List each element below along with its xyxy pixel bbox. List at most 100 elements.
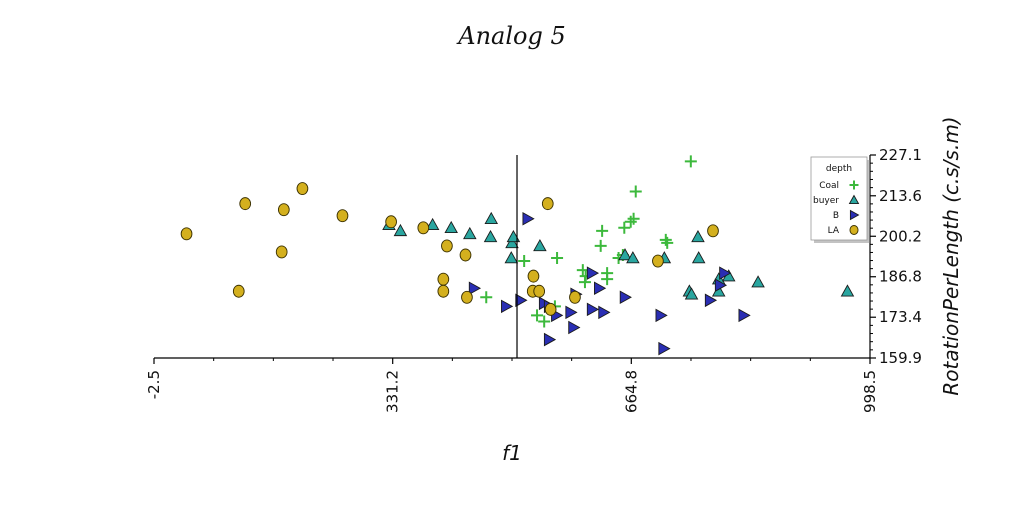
data-point-b bbox=[738, 308, 751, 323]
data-point-coal bbox=[518, 255, 531, 268]
data-point-buyer bbox=[751, 275, 765, 288]
x-tick-label: 331.2 bbox=[384, 370, 402, 413]
data-point-b bbox=[565, 305, 578, 320]
data-point-la bbox=[336, 209, 349, 223]
y-axis-ticks: 159.9 173.4 186.8 200.2 213.6 227.1 bbox=[870, 146, 922, 367]
legend-marker-buyer bbox=[848, 194, 860, 205]
data-point-b bbox=[515, 293, 528, 308]
legend-marker-b bbox=[849, 209, 860, 221]
data-point-b bbox=[714, 278, 728, 292]
data-point-buyer bbox=[444, 220, 458, 234]
data-point-la bbox=[180, 227, 193, 241]
data-point-la bbox=[232, 284, 245, 298]
x-tick-label: 998.5 bbox=[861, 370, 879, 413]
plot-area bbox=[180, 155, 855, 356]
legend-label-b: B bbox=[833, 211, 839, 221]
data-point-la bbox=[441, 239, 453, 253]
data-point-coal bbox=[596, 224, 609, 237]
data-point-buyer bbox=[618, 248, 632, 261]
x-axis-ticks: -2.5 331.2 664.8 998.5 bbox=[145, 358, 879, 413]
data-point-coal bbox=[480, 291, 493, 304]
data-point-b bbox=[719, 266, 732, 280]
data-point-coal bbox=[624, 215, 637, 228]
data-point-b bbox=[543, 332, 557, 347]
legend-label-buyer: buyer bbox=[813, 196, 839, 206]
data-point-buyer bbox=[533, 239, 547, 252]
data-point-buyer bbox=[483, 229, 498, 243]
data-point-la bbox=[417, 221, 430, 235]
data-point-buyer bbox=[691, 229, 705, 243]
data-point-coal bbox=[618, 221, 631, 234]
data-point-la bbox=[527, 269, 540, 283]
y-tick-label: 227.1 bbox=[879, 146, 922, 164]
data-point-la bbox=[533, 284, 546, 298]
legend-items: Coal buyer B LA bbox=[813, 180, 860, 236]
data-point-b bbox=[501, 299, 514, 314]
legend-title: depth bbox=[826, 164, 852, 174]
data-point-b bbox=[522, 211, 535, 226]
data-point-b bbox=[594, 281, 607, 295]
data-point-la bbox=[652, 254, 664, 268]
data-point-buyer bbox=[425, 217, 440, 231]
data-point-buyer bbox=[505, 235, 519, 249]
data-point-la bbox=[459, 248, 472, 262]
data-point-coal bbox=[601, 273, 614, 286]
y-tick-label: 213.6 bbox=[879, 187, 922, 205]
data-point-b bbox=[658, 341, 671, 356]
data-point-b bbox=[655, 308, 668, 323]
data-point-coal bbox=[538, 315, 551, 328]
data-point-b bbox=[598, 305, 611, 320]
data-point-b bbox=[619, 290, 632, 305]
legend-label-coal: Coal bbox=[819, 181, 839, 191]
data-point-la bbox=[296, 182, 309, 195]
legend: depth Coal buyer B LA bbox=[810, 156, 870, 243]
data-point-la bbox=[277, 203, 290, 217]
data-point-la bbox=[541, 197, 554, 211]
data-point-b bbox=[468, 281, 482, 295]
data-point-la bbox=[569, 290, 581, 304]
chart-title: Analog 5 bbox=[456, 22, 565, 50]
data-point-coal bbox=[684, 155, 697, 168]
data-point-buyer bbox=[463, 226, 477, 240]
data-point-coal bbox=[629, 185, 642, 198]
data-point-buyer bbox=[684, 287, 699, 300]
data-point-buyer bbox=[504, 251, 519, 264]
data-point-buyer bbox=[484, 211, 499, 224]
y-tick-label: 173.4 bbox=[879, 308, 922, 326]
data-point-la bbox=[385, 215, 397, 229]
legend-marker-coal bbox=[849, 180, 859, 190]
data-point-la bbox=[437, 284, 450, 298]
y-tick-label: 186.8 bbox=[879, 268, 922, 286]
y-axis-title: RotationPerLength (c.s/s.m) bbox=[939, 116, 963, 395]
data-point-coal bbox=[659, 233, 672, 246]
data-point-la bbox=[239, 197, 252, 211]
data-point-coal bbox=[594, 239, 607, 252]
data-point-la bbox=[461, 290, 473, 304]
legend-marker-la bbox=[849, 225, 859, 235]
data-point-buyer bbox=[691, 251, 706, 264]
data-point-la bbox=[275, 245, 288, 259]
data-point-la bbox=[707, 224, 719, 238]
data-point-buyer bbox=[393, 223, 408, 237]
data-point-b bbox=[586, 302, 600, 317]
y-tick-label: 200.2 bbox=[879, 227, 922, 245]
data-point-coal bbox=[576, 264, 589, 277]
data-point-coal bbox=[551, 252, 564, 265]
data-point-b bbox=[704, 293, 718, 308]
x-tick-label: -2.5 bbox=[145, 370, 163, 399]
legend-box bbox=[810, 156, 868, 241]
legend-label-la: LA bbox=[828, 226, 840, 236]
data-point-b bbox=[586, 266, 600, 280]
data-point-coal bbox=[531, 309, 544, 322]
data-point-buyer bbox=[506, 229, 521, 243]
data-point-buyer bbox=[626, 251, 640, 264]
x-axis-title: f1 bbox=[502, 441, 522, 465]
data-point-la bbox=[544, 302, 557, 316]
data-point-la bbox=[437, 272, 450, 286]
data-point-coal bbox=[578, 276, 591, 289]
data-point-coal bbox=[661, 236, 674, 249]
y-tick-label: 159.9 bbox=[879, 349, 922, 367]
x-tick-label: 664.8 bbox=[622, 370, 640, 413]
data-point-b bbox=[568, 320, 581, 335]
